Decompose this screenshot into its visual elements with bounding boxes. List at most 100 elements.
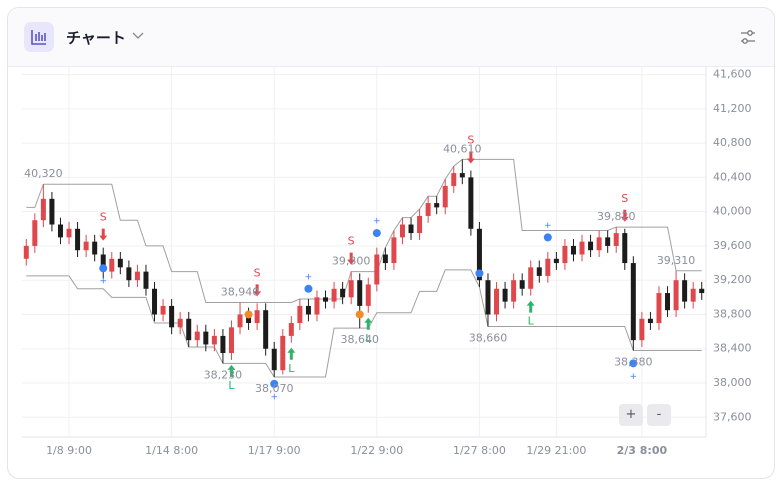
price-label: 38,230 <box>204 368 243 381</box>
candle-body <box>699 288 705 294</box>
candle-body <box>186 318 192 341</box>
candle-body <box>40 198 46 221</box>
candle-body <box>92 241 98 255</box>
candle-body <box>639 318 645 341</box>
price-label: 38,660 <box>469 331 508 344</box>
y-tick-label: 40,800 <box>713 136 752 149</box>
settings-icon[interactable] <box>740 29 756 45</box>
signal-dot <box>543 233 552 242</box>
candle-body <box>434 203 440 208</box>
signal-label: L <box>288 362 295 375</box>
signal-label: L <box>228 379 235 392</box>
candle-body <box>177 318 183 328</box>
candle-body <box>323 297 329 302</box>
candle-body <box>126 267 132 281</box>
price-label: 39,310 <box>657 254 696 267</box>
x-tick-label: 1/17 9:00 <box>248 444 301 457</box>
y-tick-label: 40,400 <box>713 170 752 183</box>
candle-body <box>237 314 243 328</box>
candle-body <box>647 318 653 324</box>
candle-body <box>109 258 115 272</box>
channel-line <box>26 158 702 303</box>
candle-body <box>211 335 217 345</box>
x-tick-label: 1/22 9:00 <box>350 444 403 457</box>
candle-body <box>331 288 337 302</box>
dot-label: + <box>270 392 278 402</box>
candle-body <box>365 284 371 306</box>
candle-body <box>536 267 542 276</box>
candle-body <box>254 310 260 324</box>
signal-arrow <box>253 284 262 297</box>
x-tick-label: 1/14 8:00 <box>145 444 198 457</box>
candle-body <box>545 258 551 276</box>
candle-body <box>459 173 465 178</box>
candle-body <box>682 280 688 302</box>
x-tick-label: 1/8 9:00 <box>46 444 92 457</box>
candle-body <box>528 267 534 289</box>
candle-body <box>160 305 166 315</box>
candle-body <box>562 245 568 264</box>
candle-body <box>399 224 405 238</box>
header-title[interactable]: チャート <box>66 29 126 47</box>
candle-body <box>66 228 72 238</box>
y-tick-label: 40,000 <box>713 205 752 218</box>
candle-body <box>596 237 602 251</box>
zoom-in[interactable]: + <box>619 404 643 426</box>
candle-body <box>203 331 209 345</box>
candle-body <box>271 348 277 371</box>
candle-body <box>340 288 346 298</box>
candle-body <box>485 280 491 315</box>
candle-body <box>468 177 474 229</box>
signal-arrow <box>99 228 108 241</box>
candle-body <box>143 271 149 289</box>
price-label: 38,640 <box>340 333 379 346</box>
chevron[interactable] <box>132 31 144 41</box>
candle-body <box>220 335 226 354</box>
y-tick-label: 37,600 <box>713 410 752 423</box>
candle-body <box>630 263 636 341</box>
channel-line <box>26 269 702 378</box>
x-tick-label: 1/29 21:00 <box>526 444 586 457</box>
candle-body <box>570 245 576 255</box>
dot-label: + <box>544 221 552 231</box>
candle-body <box>280 335 286 371</box>
candle-body <box>374 254 380 285</box>
signal-label: S <box>348 235 355 248</box>
candle-body <box>622 233 628 264</box>
candle-body <box>425 203 431 216</box>
candle-body <box>357 280 363 306</box>
price-label: 39,300 <box>332 255 371 268</box>
price-label: 38,940 <box>221 285 260 298</box>
candle-body <box>75 228 81 251</box>
dot-label: + <box>373 217 381 227</box>
signal-label: S <box>254 266 261 279</box>
y-tick-label: 38,400 <box>713 342 752 355</box>
price-label: 40,320 <box>24 167 63 180</box>
candle-body <box>169 305 175 328</box>
signal-label: L <box>365 332 372 345</box>
y-tick-label: 38,800 <box>713 307 752 320</box>
signal-arrow <box>526 300 535 313</box>
candle-body <box>690 288 696 302</box>
signal-dot <box>355 310 364 319</box>
candle-body <box>442 185 448 208</box>
dot-label: + <box>630 372 638 382</box>
candle-body <box>49 198 55 225</box>
candle-body <box>83 241 89 251</box>
candle-body <box>579 241 585 255</box>
y-tick-label: 41,200 <box>713 102 752 115</box>
candle-body <box>417 215 423 234</box>
zoom-out[interactable]: - <box>647 404 671 426</box>
candle-body <box>32 220 38 246</box>
signal-dot <box>244 310 253 319</box>
candle-body <box>588 241 594 251</box>
y-tick-label: 39,600 <box>713 239 752 252</box>
x-tick-label: 2/3 8:00 <box>617 444 668 457</box>
candle-body <box>553 258 559 264</box>
signal-label: S <box>621 192 628 205</box>
signal-arrow <box>364 317 373 330</box>
candle-body <box>288 323 294 336</box>
signal-dot <box>270 379 279 388</box>
candle-body <box>451 173 457 186</box>
